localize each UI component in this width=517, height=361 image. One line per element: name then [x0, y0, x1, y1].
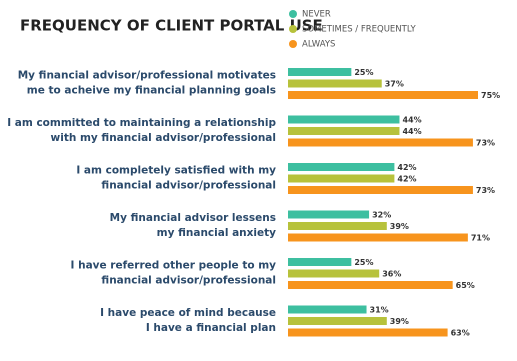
value-label: 44%: [402, 127, 421, 136]
bar: [288, 163, 395, 171]
bar: [288, 127, 400, 135]
legend-label: SOMETIMES / FREQUENTLY: [302, 25, 416, 35]
bar: [288, 79, 382, 88]
value-label: 25%: [354, 258, 373, 267]
bar: [288, 317, 387, 325]
bar: [288, 328, 448, 337]
bar: [288, 305, 367, 314]
value-label: 39%: [390, 222, 409, 231]
value-label: 32%: [372, 211, 391, 220]
category-label: financial advisor/professional: [101, 180, 276, 192]
bar: [288, 186, 473, 194]
value-label: 71%: [471, 234, 490, 243]
value-label: 73%: [476, 186, 495, 195]
value-label: 37%: [385, 80, 404, 89]
bar: [288, 210, 370, 219]
value-label: 25%: [354, 68, 373, 77]
value-label: 42%: [397, 163, 416, 172]
bar: [288, 281, 453, 289]
value-label: 42%: [397, 175, 416, 184]
bar: [288, 91, 478, 99]
category-label: I have a financial plan: [146, 322, 276, 334]
category-label: My financial advisor lessens: [110, 212, 276, 224]
bar: [288, 174, 395, 183]
bar: [288, 68, 352, 76]
category-label: I am completely satisfied with my: [76, 165, 276, 177]
value-label: 65%: [456, 281, 475, 290]
value-label: 36%: [382, 270, 401, 279]
category-label: I have referred other people to my: [71, 260, 277, 272]
value-label: 44%: [402, 116, 421, 125]
legend-swatch: [289, 10, 297, 18]
bar: [288, 115, 400, 124]
value-label: 75%: [481, 91, 500, 100]
legend-label: ALWAYS: [302, 40, 335, 50]
category-label: with my financial advisor/professional: [51, 132, 276, 144]
category-label: me to acheive my financial planning goal…: [27, 85, 276, 97]
value-label: 73%: [476, 139, 495, 148]
chart-title: FREQUENCY OF CLIENT PORTAL USE: [20, 17, 323, 35]
category-label: I am committed to maintaining a relation…: [7, 117, 276, 129]
legend-swatch: [289, 40, 297, 48]
category-label: I have peace of mind because: [100, 307, 276, 319]
bar: [288, 258, 352, 266]
bar: [288, 138, 473, 147]
category-label: financial advisor/professional: [101, 275, 276, 287]
value-label: 39%: [390, 317, 409, 326]
bar: [288, 269, 380, 278]
bar: [288, 233, 468, 242]
value-label: 31%: [370, 306, 389, 315]
legend-label: NEVER: [302, 10, 331, 20]
legend-swatch: [289, 25, 297, 33]
category-label: My financial advisor/professional motiva…: [18, 70, 276, 82]
bar: [288, 222, 387, 230]
value-label: 63%: [451, 329, 470, 338]
category-label: my financial anxiety: [157, 227, 276, 239]
